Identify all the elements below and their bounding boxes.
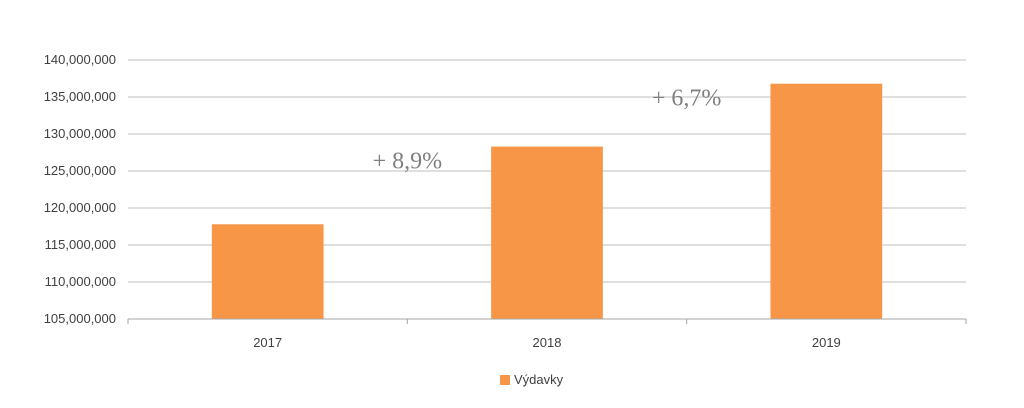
x-axis <box>127 318 967 324</box>
bars <box>211 83 883 320</box>
bar-2018 <box>491 146 603 319</box>
y-tick-label: 140,000,000 <box>44 52 116 67</box>
y-tick-label: 110,000,000 <box>45 274 116 289</box>
y-tick-label: 120,000,000 <box>44 200 116 215</box>
x-tick-label: 2017 <box>253 335 282 350</box>
bar-2017 <box>211 224 324 319</box>
y-tick-label: 130,000,000 <box>44 126 116 141</box>
bar-2019 <box>770 83 883 320</box>
y-tick-label: 105,000,000 <box>44 311 116 326</box>
legend-label: Výdavky <box>514 372 564 387</box>
x-axis-tick-labels: 2017 2018 2019 <box>253 335 841 350</box>
x-tick-label: 2019 <box>812 335 841 350</box>
y-tick-label: 115,000,000 <box>45 237 116 252</box>
y-tick-label: 125,000,000 <box>44 163 116 178</box>
y-axis-tick-labels: 105,000,000 110,000,000 115,000,000 120,000… <box>44 52 116 326</box>
growth-annotation: + 6,7% <box>652 86 722 112</box>
growth-annotation: + 8,9% <box>373 149 443 175</box>
legend: Výdavky <box>500 372 563 387</box>
growth-annotations: + 8,9% + 6,7% <box>373 86 722 175</box>
legend-swatch <box>500 374 510 385</box>
x-tick-label: 2018 <box>533 335 562 350</box>
y-tick-label: 135,000,000 <box>44 89 116 104</box>
